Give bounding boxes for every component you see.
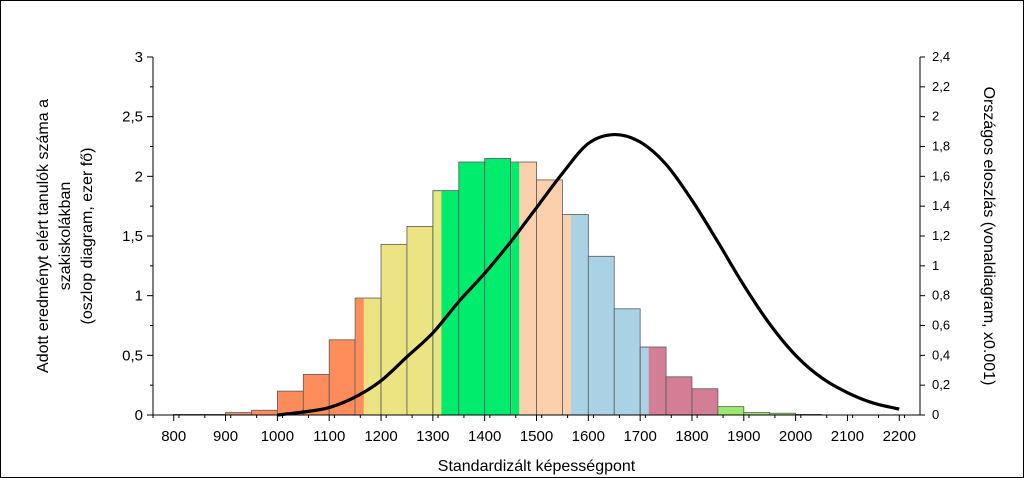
right-y-tick-label: 2,4 — [932, 49, 950, 64]
histogram-bar — [536, 179, 563, 416]
histogram-bar — [380, 243, 408, 416]
histogram-bar — [691, 388, 719, 416]
right-y-tick-label: 1,4 — [932, 198, 950, 213]
right-y-tick-label: 0 — [932, 407, 939, 422]
x-tick-label: 1500 — [520, 428, 553, 445]
distribution-line — [277, 132, 900, 417]
histogram-bar-color-strip — [433, 191, 442, 415]
right-y-tick-label: 2,2 — [932, 79, 950, 94]
right-y-axis-ticks: 0 0,2 0,4 0,6 0,8 1 1,2 1,4 1,6 1,8 2 2,2 2,4 — [920, 49, 950, 422]
histogram-bar-color-strip — [563, 215, 572, 415]
x-tick-label: 1200 — [364, 428, 397, 445]
x-tick-label: 2000 — [779, 428, 812, 445]
distribution-curve — [277, 132, 900, 417]
right-y-tick-label: 0,2 — [932, 377, 950, 392]
histogram-bar-color-strip — [640, 347, 649, 415]
histogram-bar — [251, 409, 278, 416]
histogram-bar-color-strip — [511, 162, 520, 415]
x-tick-label: 1800 — [675, 428, 708, 445]
x-tick-label: 1700 — [623, 428, 656, 445]
x-tick-label: 2200 — [883, 428, 916, 445]
right-y-tick-label: 1 — [932, 258, 939, 273]
x-tick-label: 1600 — [572, 428, 605, 445]
x-axis-title: Standardizált képességpont — [438, 458, 636, 475]
histogram-bars — [173, 158, 822, 416]
left-y-tick-label: 1,5 — [122, 228, 143, 245]
right-y-tick-label: 1,6 — [932, 168, 950, 183]
histogram-bar — [717, 406, 745, 416]
right-y-tick-label: 0,6 — [932, 318, 950, 333]
left-y-axis-title: Adott eredményt elért tanulók száma a sz… — [35, 99, 96, 373]
left-y-tick-label: 3 — [135, 49, 143, 66]
histogram-bar — [613, 308, 641, 416]
x-tick-label: 800 — [161, 428, 186, 445]
left-y-axis-title-line-3: (oszlop diagram, ezer fő) — [79, 148, 96, 325]
x-axis-ticks: 800 900 1000 1100 1200 1300 1400 1500 1600 1700 18… — [152, 415, 916, 445]
x-tick-label: 1300 — [416, 428, 449, 445]
left-y-axis-ticks: 0 0,5 1 1,5 2 2,5 3 — [122, 49, 153, 424]
left-y-axis-title-line-1: Adott eredményt elért tanulók száma a — [35, 99, 52, 373]
left-y-axis-title-line-2: szakiskolákban — [57, 182, 74, 291]
x-tick-label: 1000 — [261, 428, 294, 445]
right-y-axis-title: Országos eloszlás (vonaldiagram, x0.001) — [980, 87, 997, 386]
histogram-bar-color-strip — [355, 298, 364, 415]
left-y-tick-label: 0 — [135, 407, 143, 424]
left-y-tick-label: 2,5 — [122, 109, 143, 126]
x-tick-label: 1100 — [313, 428, 345, 445]
right-y-tick-label: 0,4 — [932, 347, 950, 362]
left-y-tick-label: 0,5 — [122, 347, 143, 364]
histogram-bar — [665, 376, 693, 416]
right-y-tick-label: 2 — [932, 109, 939, 124]
left-y-tick-label: 1 — [135, 288, 143, 305]
x-tick-label: 1900 — [727, 428, 760, 445]
x-tick-label: 900 — [213, 428, 238, 445]
histogram-bar — [484, 158, 511, 416]
left-y-tick-label: 2 — [135, 168, 143, 185]
right-y-tick-label: 1,8 — [932, 139, 950, 154]
right-y-tick-label: 1,2 — [932, 228, 950, 243]
histogram-bar — [587, 255, 615, 416]
histogram-bar — [406, 226, 434, 416]
x-tick-label: 2100 — [831, 428, 864, 445]
x-tick-label: 1400 — [468, 428, 501, 445]
right-y-tick-label: 0,8 — [932, 288, 950, 303]
